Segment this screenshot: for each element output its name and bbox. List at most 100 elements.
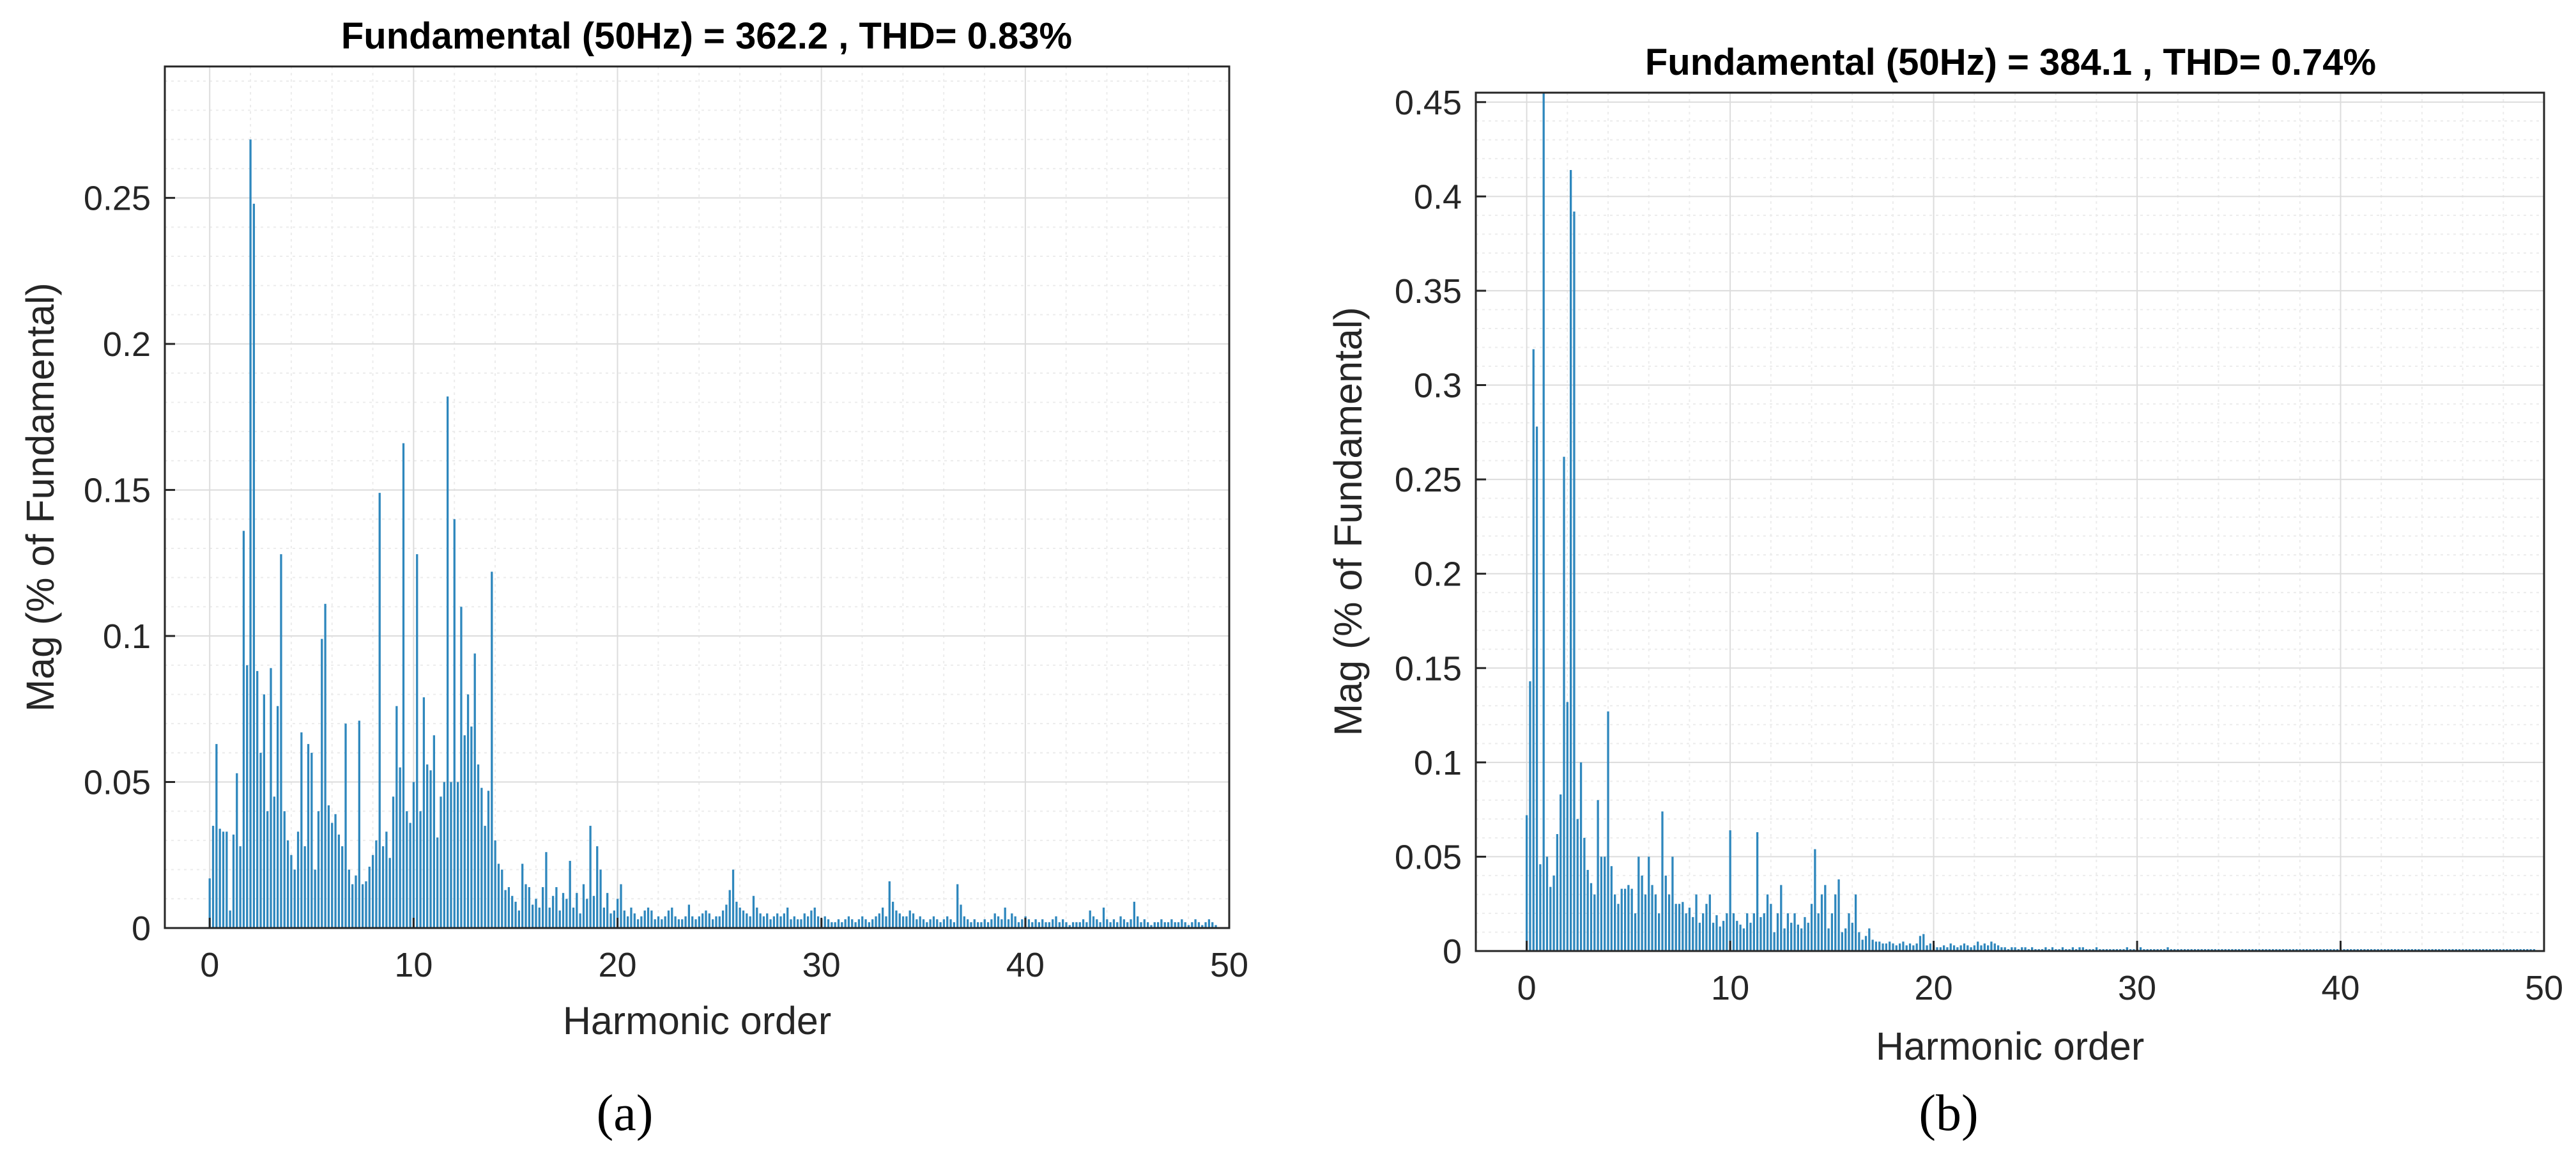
chart-a-bar (715, 916, 717, 928)
chart-b-bar (1878, 941, 1881, 951)
chart-a-bar (1000, 919, 1003, 928)
chart-a-bar (1027, 919, 1031, 928)
chart-a-y-tick-label: 0 (132, 909, 151, 948)
chart-a-bar (640, 916, 643, 928)
chart-a-bar (657, 916, 660, 928)
chart-b-bar (1939, 947, 1942, 951)
chart-a-bar (565, 899, 568, 928)
chart-a-bar (1156, 922, 1160, 928)
chart-a-bar (429, 770, 432, 928)
chart-a-bar (392, 796, 395, 928)
chart-b-bar (1902, 941, 1905, 951)
chart-a-bar (504, 890, 507, 928)
chart-a-bar (881, 908, 884, 928)
chart-b-bar (1692, 917, 1694, 951)
chart-a-bar (252, 203, 256, 928)
chart-b-bar (1746, 913, 1749, 951)
chart-a-bar (266, 811, 269, 928)
chart-a-bar (772, 916, 776, 928)
chart-a-bar (501, 869, 503, 928)
chart-a-bar (1055, 916, 1057, 928)
chart-a-y-tick-label: 0.2 (103, 325, 151, 364)
chart-a-bar (348, 869, 350, 928)
chart-a-bar (671, 908, 673, 928)
chart-b-bar (1786, 913, 1790, 951)
chart-a-bar (1123, 919, 1126, 928)
chart-b-bar (1569, 170, 1572, 951)
chart-b-bar (1682, 902, 1684, 951)
chart-b-bar (1719, 926, 1721, 951)
chart-a-ticks: 0 10 20 30 40 50 0 0.05 0.1 0.15 0.2 0.25 (84, 180, 1248, 984)
chart-a-bar (650, 910, 653, 928)
chart-a-bar (422, 697, 425, 928)
chart-a-bar (555, 887, 558, 928)
chart-a-bar (440, 796, 442, 928)
chart-a-bar (341, 846, 344, 928)
chart-b-x-tick-label: 0 (1517, 969, 1537, 1007)
chart-a-bar (270, 668, 272, 928)
chart-a-bar (300, 732, 303, 928)
chart-a-bar (1014, 916, 1016, 928)
chart-b-bar (1922, 934, 1925, 951)
chart-b-bar (2024, 947, 2027, 951)
chart-a-bar (222, 832, 225, 928)
chart-b-bar (1912, 945, 1915, 951)
chart-b-bar (1535, 426, 1538, 951)
chart-a-bars (208, 139, 1217, 928)
chart-a-bar (803, 913, 806, 928)
chart-a-bar (249, 139, 252, 928)
chart-b-bar (1678, 904, 1681, 951)
chart-a-bar (613, 910, 615, 928)
chart-a-bar (864, 919, 867, 928)
chart-a-bar (528, 887, 530, 928)
chart-a-bar (749, 916, 751, 928)
chart-a-bar (1187, 925, 1190, 928)
chart-b-bar (1539, 864, 1542, 951)
chart-a-bar (664, 916, 666, 928)
chart-b-bar (1889, 941, 1891, 951)
chart-a-bar (548, 908, 551, 928)
chart-b-bar (1780, 885, 1782, 951)
chart-a-bar (402, 443, 405, 928)
chart-a-bar (687, 904, 691, 928)
chart-a-bar (667, 910, 670, 928)
chart-b-bar (1841, 932, 1844, 951)
chart-b-bar (1848, 913, 1850, 951)
chart-a-bar (226, 832, 228, 928)
chart-b-x-tick-label: 20 (1915, 969, 1953, 1007)
chart-b-bar (1573, 211, 1575, 951)
chart-b-bar (1525, 815, 1528, 951)
chart-a-bar (779, 916, 782, 928)
chart-a-bar (813, 908, 816, 928)
chart-a-bar (1045, 922, 1047, 928)
chart-a-bar (586, 899, 588, 928)
chart-a-bar (1137, 916, 1139, 928)
chart-a-bar (239, 846, 241, 928)
chart-a-bar (691, 916, 694, 928)
chart-a-bar (1153, 922, 1156, 928)
chart-b-bar (1797, 924, 1799, 951)
chart-b-bar (1766, 894, 1769, 951)
chart-a-bar (273, 796, 275, 928)
chart-a-bar (1096, 919, 1098, 928)
chart-b-bar (2061, 947, 2064, 951)
chart-a-bar (276, 706, 279, 928)
chart-b-bar (1763, 913, 1765, 951)
chart-a-bar (901, 916, 905, 928)
chart-b-bar (1858, 932, 1860, 951)
chart-b-bar (2078, 947, 2081, 951)
chart-a-bar (1181, 919, 1183, 928)
chart-b-y-tick-label: 0.45 (1395, 84, 1462, 122)
chart-a-bar (589, 826, 592, 928)
chart-a-bar (606, 893, 609, 928)
chart-b-bar (1560, 794, 1562, 951)
chart-a-bar (1041, 919, 1044, 928)
chart-a-bar (956, 884, 959, 928)
chart-a-y-tick-label: 0.1 (103, 617, 151, 656)
chart-a-bar (327, 805, 330, 928)
chart-a-bar (1119, 916, 1122, 928)
chart-a-bar (1075, 922, 1078, 928)
chart-a-bar (677, 919, 680, 928)
chart-a-bar (776, 913, 779, 928)
chart-a-bar (946, 916, 949, 928)
